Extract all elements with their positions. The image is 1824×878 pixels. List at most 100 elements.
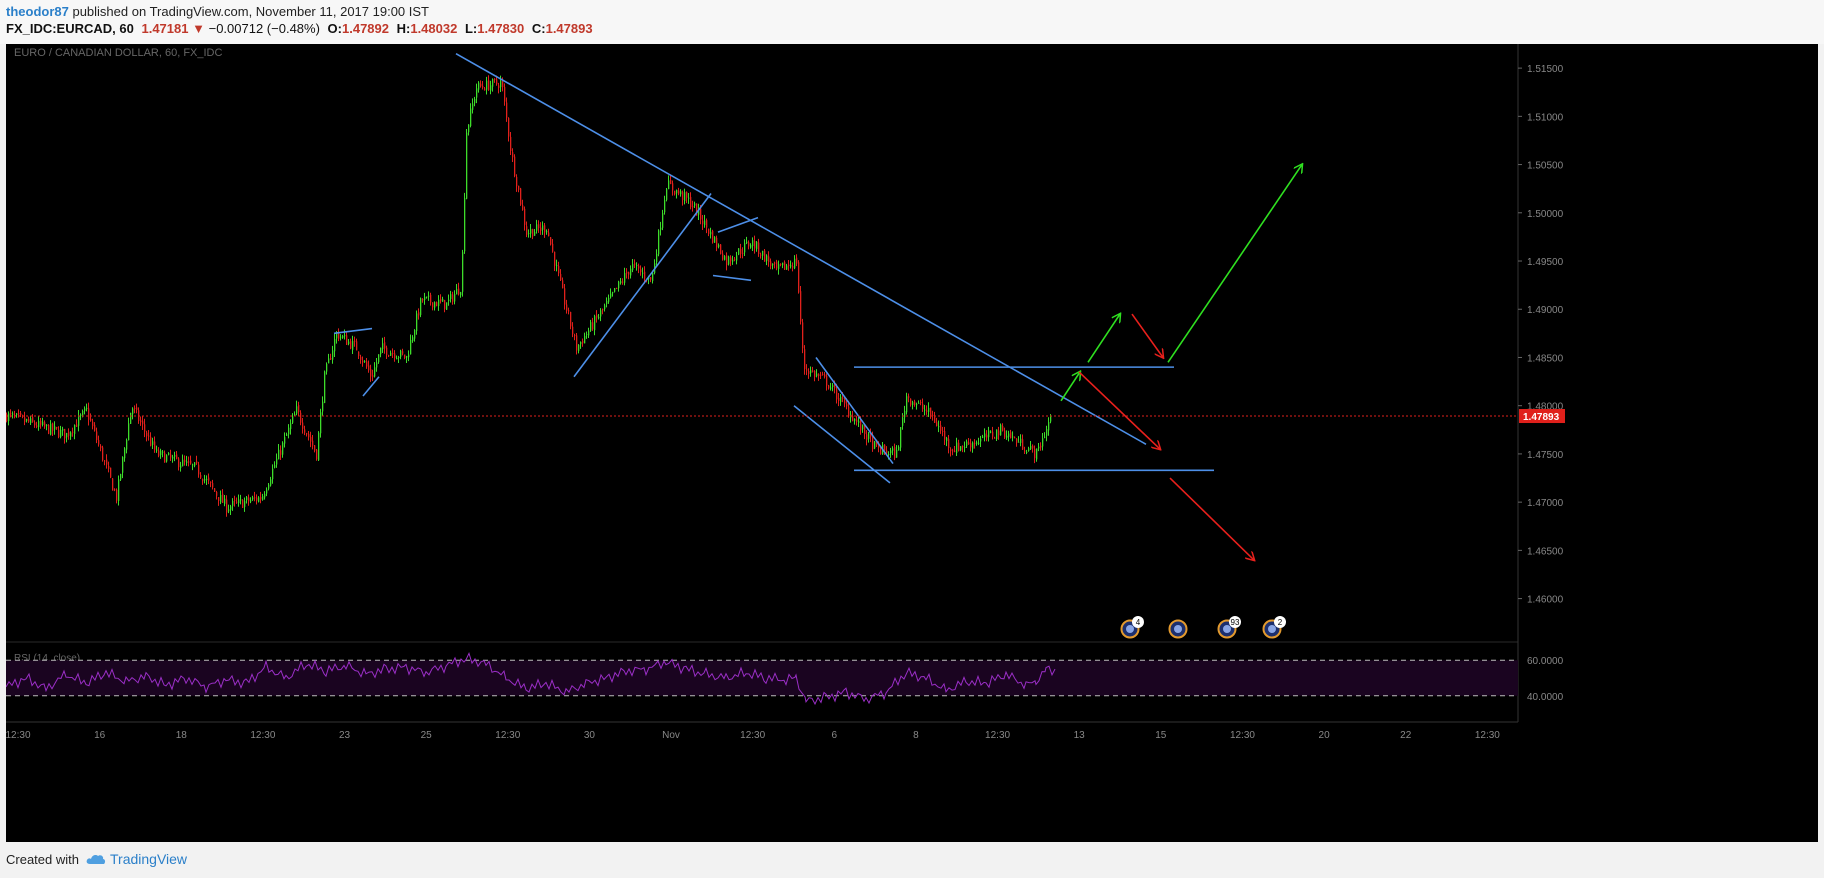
candle-body	[8, 413, 10, 422]
time-tick-label: 18	[176, 730, 188, 741]
candle-body	[180, 465, 182, 468]
candle-body	[722, 253, 724, 260]
candle-body	[634, 263, 636, 265]
candle-body	[308, 433, 310, 438]
candle-body	[196, 461, 198, 464]
candle-body	[696, 203, 698, 216]
high-value: 1.48032	[410, 21, 458, 36]
candle-body	[536, 224, 538, 231]
candle-body	[912, 402, 914, 405]
candle-body	[558, 266, 560, 274]
candle-body	[172, 456, 174, 459]
price-tick-label: 1.51000	[1527, 112, 1564, 123]
candle-body	[864, 424, 866, 434]
drawings[interactable]	[333, 52, 1302, 560]
rsi-indicator	[5, 652, 1518, 706]
candle-body	[826, 375, 828, 386]
bearish-arrow[interactable]	[1169, 477, 1254, 560]
candle-body	[452, 294, 454, 302]
candle-body	[740, 249, 742, 254]
candle-body	[538, 224, 540, 229]
candle-body	[52, 423, 54, 431]
candle-body	[514, 156, 516, 177]
candle-body	[510, 137, 512, 151]
candle-body	[396, 357, 398, 360]
candle-body	[920, 402, 922, 404]
candle-body	[1000, 424, 1002, 436]
time-tick-label: 12:30	[740, 730, 765, 741]
candle-body	[270, 479, 272, 486]
trend-line[interactable]	[712, 274, 752, 282]
low-value: 1.47830	[477, 21, 525, 36]
candle-body	[6, 414, 8, 422]
candle-body	[848, 406, 850, 417]
bearish-arrow[interactable]	[1131, 313, 1163, 357]
candle-body	[1040, 445, 1042, 448]
trend-line[interactable]	[573, 193, 712, 378]
candle-body	[658, 230, 660, 255]
candle-body	[96, 431, 98, 441]
candle-body	[476, 88, 478, 98]
candle-body	[520, 188, 522, 205]
trend-line[interactable]	[815, 356, 894, 465]
bearish-arrow[interactable]	[1078, 371, 1160, 449]
candle-body	[298, 405, 300, 413]
price-chart[interactable]: EURO / CANADIAN DOLLAR, 60, FX_IDC RSI (…	[5, 44, 1818, 842]
trend-line[interactable]	[362, 376, 380, 397]
candle-body	[992, 431, 994, 437]
candle-body	[656, 253, 658, 262]
candle-body	[862, 424, 864, 430]
trend-line[interactable]	[455, 52, 1147, 445]
time-tick-label: 20	[1319, 730, 1331, 741]
candle-body	[474, 98, 476, 104]
candle-body	[310, 436, 312, 442]
candle-body	[312, 440, 314, 446]
candle-body	[1050, 416, 1052, 422]
candle-body	[712, 230, 714, 243]
candle-body	[616, 287, 618, 289]
candle-body	[420, 298, 422, 315]
candle-body	[224, 498, 226, 504]
tradingview-logo[interactable]: TradingView	[86, 851, 187, 867]
candle-body	[282, 442, 284, 455]
candle-body	[490, 85, 492, 91]
candle-body	[182, 459, 184, 467]
candle-body	[970, 443, 972, 448]
down-arrow-icon: ▼	[192, 21, 205, 36]
trend-line[interactable]	[717, 216, 759, 233]
price-pane[interactable]	[6, 44, 1518, 642]
candle-body	[278, 449, 280, 460]
candle-body	[64, 428, 66, 439]
candle-body	[244, 501, 246, 507]
high-label: H:	[396, 21, 411, 36]
candle-body	[856, 419, 858, 422]
candle-body	[268, 484, 270, 489]
chart-area[interactable]: EURO / CANADIAN DOLLAR, 60, FX_IDC RSI (…	[5, 44, 1818, 842]
price-axis[interactable]	[1518, 44, 1818, 842]
candle-body	[148, 435, 150, 437]
candle-body	[406, 356, 408, 358]
candle-body	[544, 225, 546, 233]
candle-body	[296, 406, 298, 414]
trend-line[interactable]	[333, 327, 373, 335]
candle-body	[14, 414, 16, 416]
candle-body	[234, 500, 236, 502]
event-markers[interactable]: 4 93 2	[1120, 616, 1287, 639]
bullish-arrow[interactable]	[1167, 165, 1302, 363]
bullish-arrow[interactable]	[1060, 372, 1080, 402]
bullish-arrow[interactable]	[1087, 314, 1120, 363]
candle-body	[630, 268, 632, 276]
candle-body	[254, 497, 256, 499]
time-axis[interactable]	[6, 722, 1818, 842]
candle-body	[698, 208, 700, 215]
candle-body	[846, 403, 848, 407]
candle-body	[276, 458, 278, 465]
candle-body	[342, 335, 344, 338]
candle-body	[980, 438, 982, 442]
author-link[interactable]: theodor87	[6, 4, 69, 19]
candle-body	[40, 420, 42, 425]
candle-body	[1008, 433, 1010, 437]
candle-body	[482, 85, 484, 88]
candle-body	[770, 261, 772, 267]
candle-body	[362, 360, 364, 363]
